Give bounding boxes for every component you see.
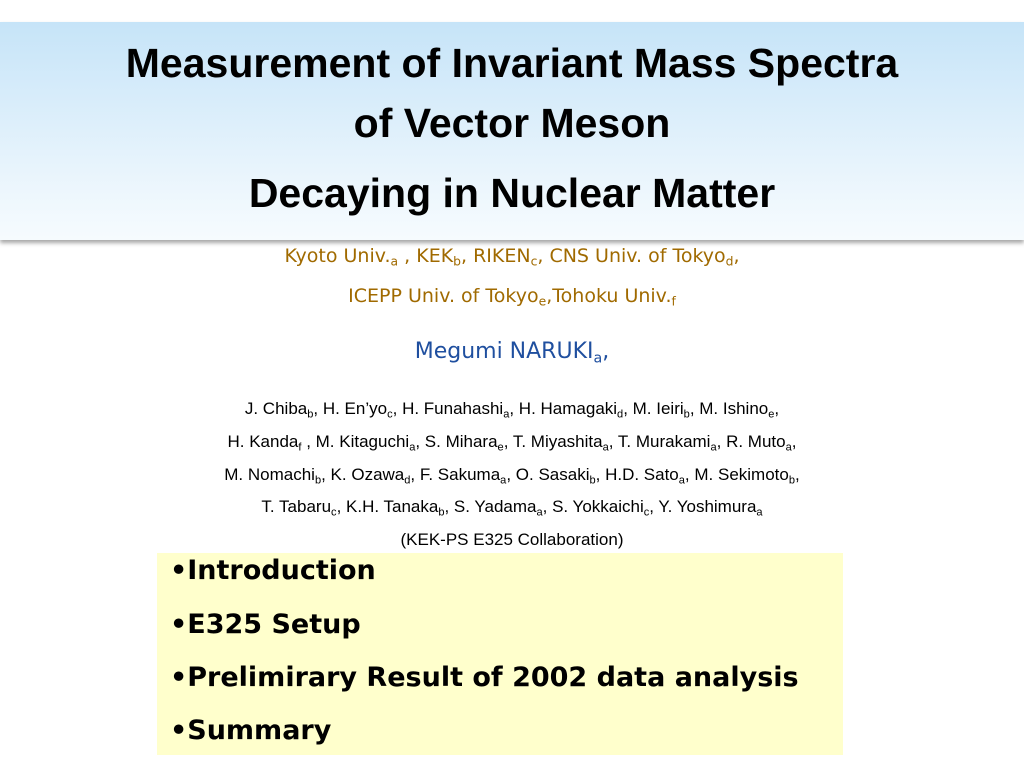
subscript: c (331, 506, 337, 519)
title-band (0, 22, 1024, 240)
subscript: a (536, 506, 543, 519)
text-run: H. Kanda (227, 432, 299, 451)
text-run: Megumi NARUKI (414, 339, 594, 364)
author-line: J. Chibab, H. En’yoc, H. Funahashia, H. … (0, 399, 1024, 421)
text-run: J. Chiba (244, 399, 308, 418)
text-run: , M. Ishino (689, 399, 769, 418)
subscript: d (725, 254, 734, 269)
text-run: T. Tabaru (261, 497, 332, 516)
subscript: a (602, 441, 609, 454)
text-run: , (602, 339, 610, 364)
text-run: , S. Mihara (415, 432, 498, 451)
subscript: a (593, 350, 603, 367)
text-run: , (774, 399, 780, 418)
text-run: , H. En’yo (313, 399, 388, 418)
title-line: Decaying in Nuclear Matter (248, 170, 776, 216)
text-run: , (733, 245, 740, 267)
subscript: c (643, 506, 650, 519)
text-run: , M. Ieiri (623, 399, 684, 418)
text-run: , S. Yadama (444, 497, 537, 516)
text-run: , (791, 432, 797, 451)
subscript: e (768, 408, 775, 421)
subscript: a (756, 506, 763, 519)
outline-item: •E325 Setup (170, 609, 361, 640)
subscript: b (438, 506, 445, 519)
subscript: a (678, 474, 685, 487)
outline-item: •Introduction (170, 555, 376, 586)
collaboration: (KEK-PS E325 Collaboration) (400, 530, 624, 549)
text-run: , S. Yokkaichi (542, 497, 644, 516)
institution-line: ICEPP Univ. of Tokyoe,Tohoku Univ.f (0, 285, 1024, 309)
text-run: , T. Murakami (608, 432, 711, 451)
subscript: e (538, 294, 547, 309)
text-run: , CNS Univ. of Tokyo (537, 245, 726, 267)
subscript: a (710, 441, 717, 454)
subscript: b (788, 474, 795, 487)
subscript: f (671, 294, 676, 309)
subscript: a (503, 408, 510, 421)
text-run: , H. Hamagaki (509, 399, 618, 418)
institution-line: Kyoto Univ.a , KEKb, RIKENc, CNS Univ. o… (0, 245, 1024, 269)
subscript: a (409, 441, 416, 454)
text-run: Kyoto Univ. (284, 245, 391, 267)
text-run: , R. Muto (716, 432, 786, 451)
subscript: b (307, 408, 314, 421)
author-line: T. Tabaruc, K.H. Tanakab, S. Yadamaa, S.… (0, 497, 1024, 519)
speaker: Megumi NARUKIa, (0, 339, 1024, 367)
subscript: b (683, 408, 690, 421)
subscript: b (314, 474, 322, 487)
text-run: , O. Sasaki (506, 465, 590, 484)
title-line: Measurement of Invariant Mass Spectra (125, 40, 899, 86)
text-run: , KEK (398, 245, 454, 267)
subscript: a (390, 254, 399, 269)
text-run: , (795, 465, 800, 484)
text-run: , K.H. Tanaka (336, 497, 439, 516)
subscript: b (589, 474, 596, 487)
text-run: , M. Sekimoto (684, 465, 789, 484)
text-run: ICEPP Univ. of Tokyo (348, 285, 539, 307)
title-line: of Vector Meson (353, 100, 671, 146)
text-run: , K. Ozawa (321, 465, 405, 484)
outline-item: •Summary (170, 715, 332, 746)
subscript: a (500, 474, 507, 487)
text-run: , RIKEN (461, 245, 531, 267)
author-line: H. Kandaf , M. Kitaguchia, S. Miharae, T… (0, 432, 1024, 454)
text-run: , Y. Yoshimura (649, 497, 757, 516)
text-run: , T. Miyashita (503, 432, 603, 451)
subscript: d (404, 474, 411, 487)
subscript: c (530, 254, 538, 269)
text-run: , F. Sakuma (410, 465, 501, 484)
text-run: , M. Kitaguchi (301, 432, 410, 451)
text-run: ,Tohoku Univ. (546, 285, 672, 307)
subscript: b (453, 254, 462, 269)
subscript: a (785, 441, 792, 454)
outline-box (157, 553, 843, 755)
author-line: M. Nomachib, K. Ozawad, F. Sakumaa, O. S… (0, 465, 1024, 487)
subscript: f (298, 441, 302, 454)
subscript: d (617, 408, 624, 421)
text-run: M. Nomachi (224, 465, 315, 484)
outline-item: •Prelimirary Result of 2002 data analysi… (170, 662, 799, 693)
subscript: e (497, 441, 504, 454)
text-run: , H. Funahashi (392, 399, 504, 418)
text-run: , H.D. Sato (595, 465, 679, 484)
subscript: c (387, 408, 393, 421)
